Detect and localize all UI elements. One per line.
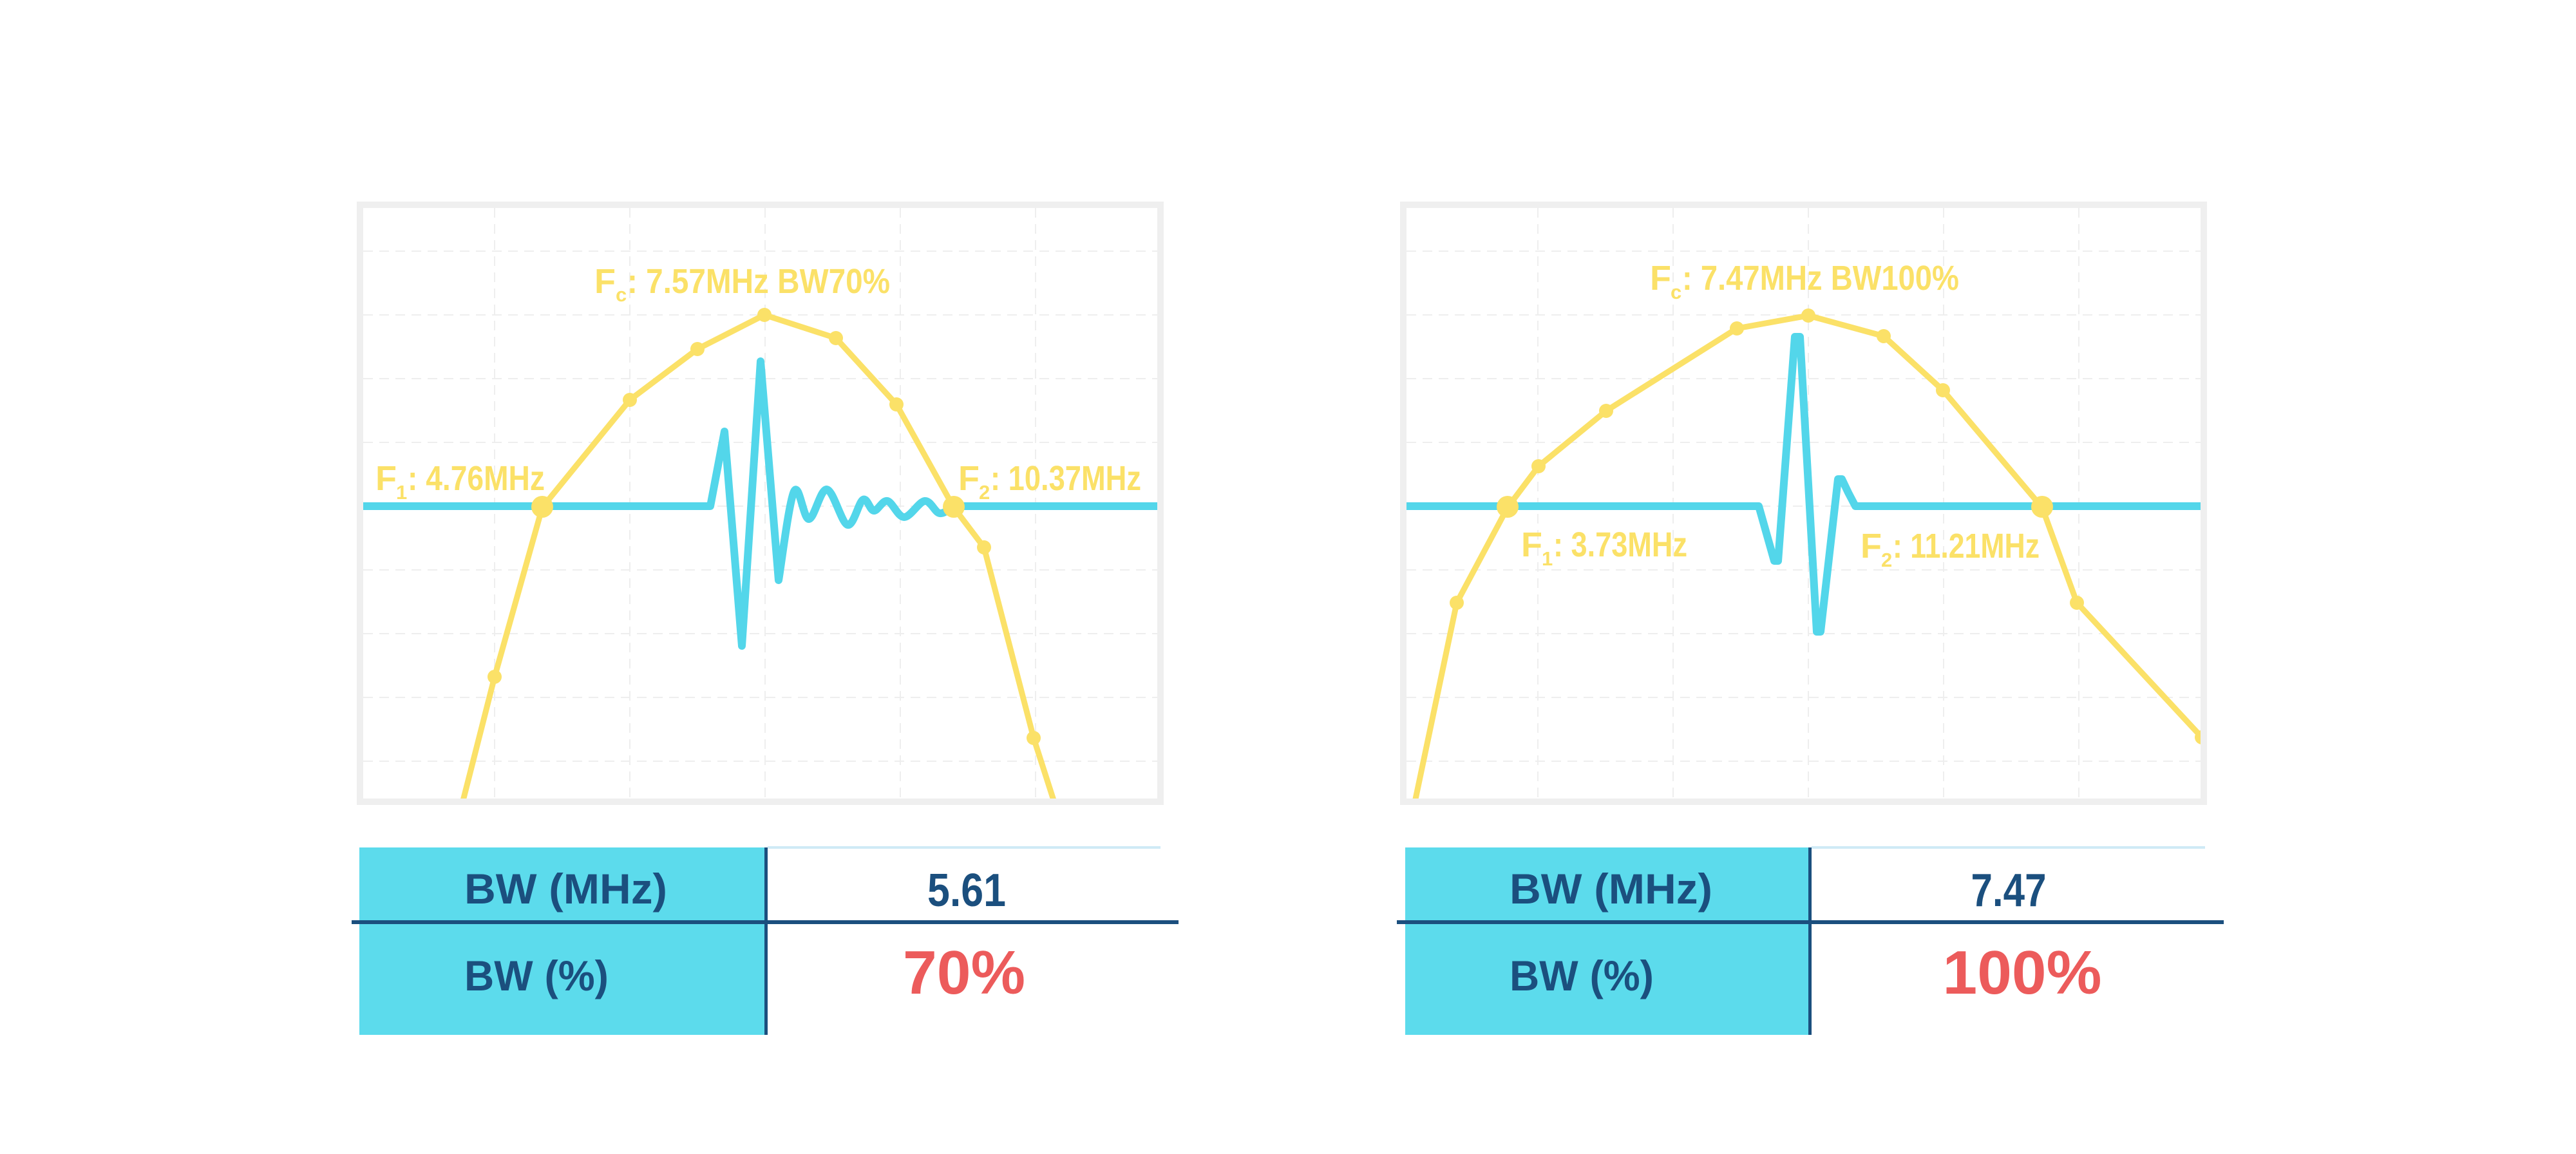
svg-text:F: F — [1861, 527, 1882, 565]
svg-text:7.47: 7.47 — [1971, 865, 2047, 916]
svg-text:BW (MHz): BW (MHz) — [1510, 865, 1712, 913]
svg-text:F: F — [1650, 259, 1671, 298]
svg-text:: 11.21MHz: : 11.21MHz — [1893, 527, 2040, 565]
svg-text:: 7.57MHz BW70%: : 7.57MHz BW70% — [627, 262, 890, 301]
svg-text:c: c — [1671, 281, 1681, 303]
svg-text:BW (%): BW (%) — [464, 952, 609, 999]
svg-text:F: F — [375, 459, 397, 498]
svg-text:BW (MHz): BW (MHz) — [464, 865, 667, 913]
svg-text:70%: 70% — [903, 938, 1025, 1007]
svg-text:2: 2 — [979, 481, 990, 504]
svg-text:F: F — [958, 459, 980, 498]
svg-text:: 3.73MHz: : 3.73MHz — [1553, 525, 1687, 564]
svg-text:1: 1 — [396, 481, 407, 504]
svg-text:F: F — [594, 262, 616, 301]
svg-text:1: 1 — [1542, 547, 1553, 570]
svg-text:: 4.76MHz: : 4.76MHz — [408, 459, 545, 498]
svg-text:2: 2 — [1881, 549, 1892, 571]
svg-text:BW (%): BW (%) — [1510, 952, 1654, 999]
svg-text:100%: 100% — [1943, 938, 2102, 1007]
svg-text:F: F — [1521, 525, 1542, 564]
svg-text:: 7.47MHz BW100%: : 7.47MHz BW100% — [1682, 259, 1959, 298]
svg-text:: 10.37MHz: : 10.37MHz — [990, 459, 1141, 498]
svg-text:5.61: 5.61 — [927, 865, 1006, 916]
svg-text:c: c — [616, 283, 627, 306]
